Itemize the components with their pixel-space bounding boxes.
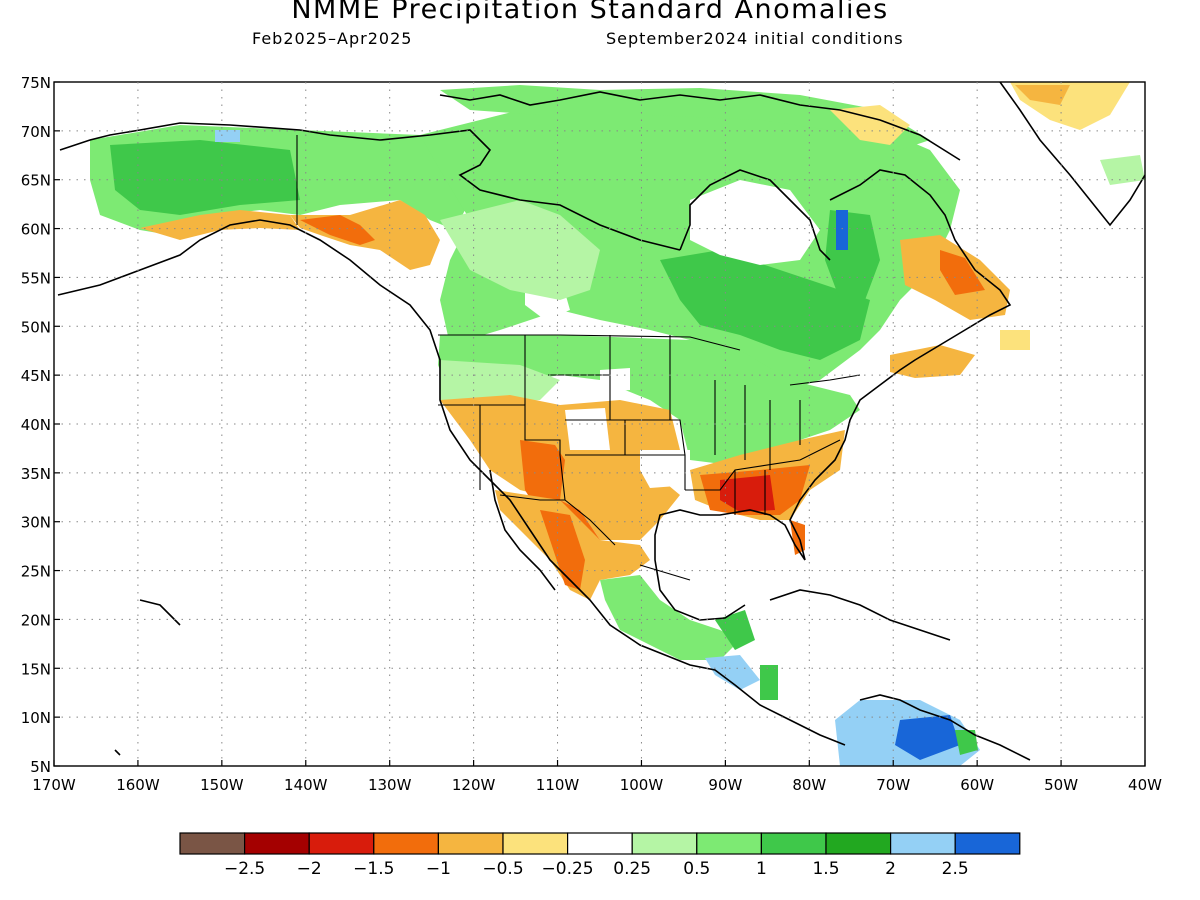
lat-label: 25N	[21, 563, 51, 581]
lat-label: 70N	[21, 123, 51, 141]
lat-label: 75N	[21, 74, 51, 92]
legend-label: −2	[297, 859, 322, 879]
color-legend	[179, 832, 1021, 855]
anomaly-region-central-america-blue	[705, 655, 760, 690]
lon-label: 120W	[452, 776, 496, 794]
anomaly-region-mexico-south-wet	[600, 575, 740, 660]
anomaly-region-gulf-coast-driest	[720, 475, 775, 512]
anomaly-region-us-north	[438, 335, 860, 465]
legend-label: −2.5	[224, 859, 265, 879]
legend-swatch	[308, 832, 375, 855]
legend-swatch	[179, 832, 246, 855]
legend-swatch	[437, 832, 504, 855]
lat-label: 5N	[30, 758, 51, 776]
anomaly-region-arctic-dry	[830, 105, 910, 145]
anomaly-region-alaska-strong	[110, 140, 300, 215]
forecast-period: Feb2025–Apr2025	[252, 29, 413, 48]
legend-swatch	[889, 832, 956, 855]
color-legend-labels: −2.5 −2 −1.5 −1 −0.5 −0.25 0.25 0.5 1 1.5 2 2.5	[224, 859, 969, 879]
map-title: NMME Precipitation Standard Anomalies	[291, 0, 889, 25]
anomaly-region-quebec-wet	[836, 210, 848, 250]
map-canvas	[54, 82, 1145, 766]
anomaly-region-labrador-drier	[940, 250, 985, 295]
anomaly-region-greenland-wet	[1100, 155, 1145, 185]
legend-swatch	[566, 832, 633, 855]
lon-label: 80W	[792, 776, 826, 794]
legend-label: −1	[426, 859, 451, 879]
lon-label: 90W	[708, 776, 742, 794]
anomaly-region-greenland-drier	[1015, 85, 1070, 105]
lon-label: 150W	[200, 776, 244, 794]
lat-label: 35N	[21, 465, 51, 483]
anomaly-region-alaska-dry	[140, 210, 300, 240]
political-borders	[296, 135, 861, 581]
axis-ticks	[53, 81, 1146, 767]
anomaly-region-south-america-green	[955, 730, 978, 755]
lat-label: 15N	[21, 660, 51, 678]
legend-label: −1.5	[353, 859, 394, 879]
anomaly-region-caribbean-wet	[760, 665, 778, 700]
anomaly-region-arctic	[440, 85, 930, 150]
lon-label: 40W	[1128, 776, 1162, 794]
legend-swatch	[760, 832, 827, 855]
legend-label: 2	[885, 859, 896, 879]
anomaly-region-alaska-wet	[215, 130, 240, 142]
longitude-labels: 170W 160W 150W 140W 130W 120W 110W 100W 90W 80W 70…	[32, 776, 1162, 794]
graticule	[54, 82, 1145, 766]
legend-swatch	[954, 832, 1021, 855]
legend-label: 2.5	[942, 859, 969, 879]
lat-label: 45N	[21, 367, 51, 385]
lon-label: 140W	[284, 776, 328, 794]
lon-label: 70W	[876, 776, 910, 794]
legend-swatch	[244, 832, 310, 855]
lon-label: 160W	[116, 776, 160, 794]
lon-label: 130W	[368, 776, 412, 794]
legend-label: 0.5	[683, 859, 710, 879]
legend-label: 1	[756, 859, 767, 879]
anomaly-region-neutral-us-3	[600, 368, 630, 392]
lon-label: 60W	[960, 776, 994, 794]
anomaly-region-us-north-light	[440, 360, 560, 405]
legend-label: 1.5	[812, 859, 839, 879]
coastlines	[57, 82, 1145, 761]
anomaly-region-bc-drier	[300, 215, 375, 245]
lat-label: 30N	[21, 514, 51, 532]
anomaly-region-light-wet	[440, 200, 600, 300]
anomaly-region-neutral-us-2	[640, 450, 690, 488]
lat-label: 20N	[21, 611, 51, 629]
lat-label: 65N	[21, 172, 51, 190]
lon-label: 110W	[536, 776, 580, 794]
legend-label: −0.25	[542, 859, 594, 879]
lon-label: 170W	[32, 776, 76, 794]
initial-conditions: September2024 initial conditions	[606, 29, 904, 48]
anomaly-region-maritimes-dry	[890, 345, 975, 378]
anomaly-region-mexico-drier	[540, 510, 585, 590]
legend-swatch	[502, 832, 569, 855]
legend-label: −0.5	[482, 859, 523, 879]
lat-label: 40N	[21, 416, 51, 434]
anomaly-region-canada-strong	[660, 250, 870, 360]
anomaly-region-neutral-us-1	[565, 408, 610, 450]
legend-swatch	[373, 832, 439, 855]
legend-label: 0.25	[613, 859, 651, 879]
anomaly-region-south-america-wetter	[895, 715, 960, 760]
anomaly-region-neutral-1	[690, 180, 820, 265]
anomaly-region-newfoundland-dry	[1000, 330, 1030, 350]
legend-swatch	[631, 832, 698, 855]
lat-label: 50N	[21, 318, 51, 336]
legend-swatch	[825, 832, 892, 855]
lat-label: 55N	[21, 269, 51, 287]
lon-label: 100W	[620, 776, 664, 794]
legend-swatch	[696, 832, 762, 855]
anomaly-region-central-america-wet	[715, 610, 755, 650]
lat-label: 10N	[21, 709, 51, 727]
lat-label: 60N	[21, 221, 51, 239]
latitude-labels: 75N 70N 65N 60N 55N 50N 45N 40N 35N 30N 25N 20N 15N 1…	[21, 74, 51, 776]
lon-label: 50W	[1044, 776, 1078, 794]
